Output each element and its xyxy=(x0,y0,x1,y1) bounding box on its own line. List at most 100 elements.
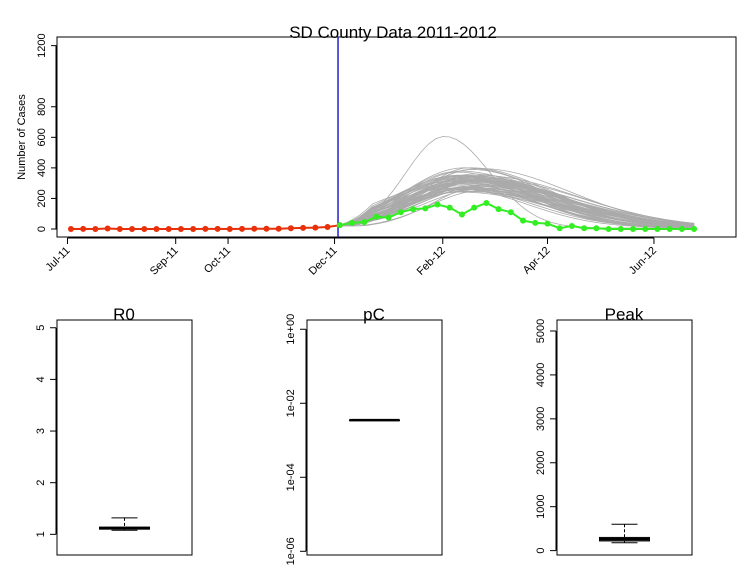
observed-point-red xyxy=(324,224,331,231)
observed-point-green xyxy=(495,206,502,213)
forecast-trajectory xyxy=(338,184,695,227)
observed-point-green xyxy=(385,214,392,221)
main-x-tick-label: Apr-12 xyxy=(521,245,553,277)
observed-point-green xyxy=(446,204,453,211)
observed-point-green xyxy=(568,222,575,229)
box-y-tick-label: 4 xyxy=(35,376,47,382)
observed-point-green xyxy=(520,217,527,224)
observed-point-red xyxy=(141,226,148,232)
main-x-tick-label: Oct-11 xyxy=(202,245,233,276)
box-y-tick-label: 1e+00 xyxy=(285,314,297,345)
peak-plot-frame xyxy=(556,319,693,556)
forecast-trajectory xyxy=(338,183,695,227)
observed-point-green xyxy=(556,225,563,232)
observed-point-red xyxy=(239,225,246,232)
observed-point-green xyxy=(361,219,368,226)
observed-point-green xyxy=(617,226,624,232)
main-y-tick-label: 1200 xyxy=(36,33,48,57)
box-y-tick-label: 1 xyxy=(35,531,47,537)
observed-point-red xyxy=(300,224,307,231)
pc-boxplot-panel: pC 1e+00 1e-02 1e-04 1e-06 xyxy=(285,305,443,565)
observed-point-green xyxy=(544,220,551,227)
observed-point-green xyxy=(397,209,404,216)
observed-point-red xyxy=(129,226,136,232)
main-x-tick-label: Jun-12 xyxy=(627,245,659,277)
main-x-tick-label: Dec-11 xyxy=(307,245,340,278)
observed-point-red xyxy=(177,226,184,232)
observed-point-red xyxy=(92,226,99,232)
observed-point-green xyxy=(336,222,343,229)
main-x-tick-label: Jul-11 xyxy=(43,245,72,274)
observed-point-green xyxy=(691,226,698,232)
observed-point-green xyxy=(630,226,637,232)
observed-point-red xyxy=(67,226,74,232)
main-y-axis: 0 200 400 600 800 1200 xyxy=(36,33,57,232)
observed-point-green xyxy=(581,225,588,232)
observed-point-green xyxy=(532,219,539,226)
forecast-trajectory xyxy=(337,179,695,227)
forecast-trajectory xyxy=(337,178,695,227)
r0-plot-frame xyxy=(56,319,193,556)
main-y-axis-label: Number of Cases xyxy=(16,94,28,180)
box-y-tick-label: 3 xyxy=(35,428,47,434)
main-x-tick-label: Feb-12 xyxy=(415,245,448,278)
pc-title: pC xyxy=(363,305,385,324)
box-y-tick-label: 2000 xyxy=(535,451,547,475)
main-chart-title: SD County Data 2011-2012 xyxy=(289,23,497,42)
observed-point-red xyxy=(80,225,87,232)
forecast-trajectory xyxy=(337,181,695,228)
observed-point-red xyxy=(116,226,123,232)
main-y-tick-label: 200 xyxy=(36,189,48,207)
observed-point-red xyxy=(251,225,258,232)
box-y-tick-label: 5000 xyxy=(535,319,547,343)
pc-plot-frame xyxy=(306,319,443,556)
r0-title: R0 xyxy=(113,305,135,324)
observed-point-green xyxy=(422,205,429,212)
observed-point-green xyxy=(654,226,661,232)
observed-point-red xyxy=(214,225,221,232)
box-y-tick-label: 1e-04 xyxy=(285,463,297,491)
observed-point-green xyxy=(593,225,600,232)
observed-point-green xyxy=(507,209,514,216)
observed-point-green xyxy=(678,226,685,232)
box-y-tick-label: 2 xyxy=(35,480,47,486)
observed-point-red xyxy=(165,226,172,232)
observed-point-green xyxy=(458,211,465,218)
main-y-tick-label: 0 xyxy=(36,226,48,232)
box-y-tick-label: 1e-02 xyxy=(285,389,297,417)
main-x-axis: Jul-11 Sep-11 Oct-11 Dec-11 Feb-12 Apr-12 Jun-… xyxy=(43,237,659,278)
observed-point-green xyxy=(471,204,478,211)
forecast-lines xyxy=(337,136,695,229)
observed-point-green xyxy=(666,226,673,232)
box-y-tick-label: 1000 xyxy=(535,494,547,518)
observed-point-red xyxy=(104,225,111,232)
main-y-tick-label: 600 xyxy=(36,128,48,146)
forecast-trajectory xyxy=(337,180,695,228)
r0-boxplot-panel: R0 1 2 3 4 5 xyxy=(35,305,193,556)
observed-point-green xyxy=(642,226,649,232)
peak-boxplot-panel: Peak 0 1000 2000 3000 4000 5000 xyxy=(535,305,693,556)
observed-point-green xyxy=(373,213,380,220)
observed-point-red xyxy=(275,225,282,232)
observed-point-green xyxy=(348,219,355,226)
main-chart: SD County Data 2011-2012 Number of Cases… xyxy=(16,23,737,278)
r0-boxplot: 1 2 3 4 5 xyxy=(35,325,150,537)
peak-title: Peak xyxy=(605,305,644,324)
observed-point-red xyxy=(202,225,209,232)
box-y-tick-label: 4000 xyxy=(535,363,547,387)
observed-point-green xyxy=(483,200,490,207)
forecast-trajectory xyxy=(338,169,695,228)
observed-point-red xyxy=(190,226,197,232)
observed-point-red xyxy=(226,226,233,232)
observed-point-red xyxy=(263,225,270,232)
main-x-tick-label: Sep-11 xyxy=(148,245,181,278)
observed-point-red xyxy=(287,225,294,232)
observed-point-red xyxy=(312,224,319,231)
observed-point-green xyxy=(410,206,417,213)
main-y-tick-label: 400 xyxy=(36,159,48,177)
pc-boxplot: 1e+00 1e-02 1e-04 1e-06 xyxy=(285,314,400,565)
box-y-tick-label: 5 xyxy=(35,325,47,331)
observed-point-red xyxy=(153,226,160,232)
box-y-tick-label: 1e-06 xyxy=(285,537,297,565)
